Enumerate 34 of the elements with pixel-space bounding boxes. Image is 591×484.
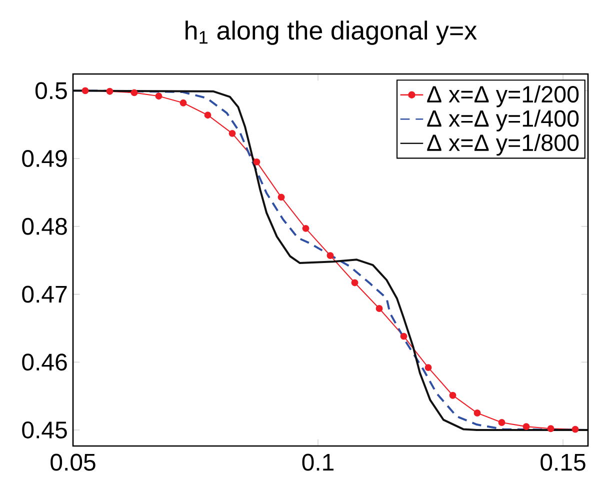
- point: [180, 99, 187, 106]
- point: [498, 419, 506, 426]
- chart-title: h$_{1}$ along the diagonal y=x: [186, 20, 477, 45]
- point: [302, 224, 310, 232]
- point: [572, 426, 579, 433]
- point: [522, 423, 530, 430]
- y-tick-label: 0.49: [22, 150, 67, 168]
- point: [130, 89, 138, 96]
- y-tick-label: 0.5: [35, 82, 67, 100]
- y-tick-label: 0.47: [22, 286, 67, 303]
- point: [106, 88, 114, 95]
- point: [204, 112, 212, 119]
- y-tick-label: 0.48: [22, 218, 67, 235]
- point: [449, 392, 456, 399]
- y-tick-label: 0.45: [22, 421, 67, 438]
- legend-label: Δ x=Δ y=1/400: [427, 110, 579, 132]
- x-tick-label: 0.1: [302, 454, 334, 471]
- x-tick-label: 0.05: [50, 454, 96, 471]
- point: [82, 87, 89, 94]
- point: [253, 158, 260, 166]
- point: [228, 130, 236, 137]
- point: [400, 332, 408, 340]
- x-tick-label: 0.15: [540, 454, 586, 471]
- point: [474, 410, 481, 416]
- point: [547, 425, 554, 432]
- point: [376, 305, 383, 312]
- legend-label: Δ x=Δ y=1/200: [427, 85, 579, 108]
- point: [155, 92, 162, 100]
- y-tick-label: 0.46: [22, 354, 67, 371]
- point: [326, 252, 334, 260]
- point: [351, 279, 358, 286]
- point: [424, 364, 432, 372]
- point: [278, 194, 285, 201]
- legend-label: Δ x=Δ y=1/800: [427, 134, 579, 156]
